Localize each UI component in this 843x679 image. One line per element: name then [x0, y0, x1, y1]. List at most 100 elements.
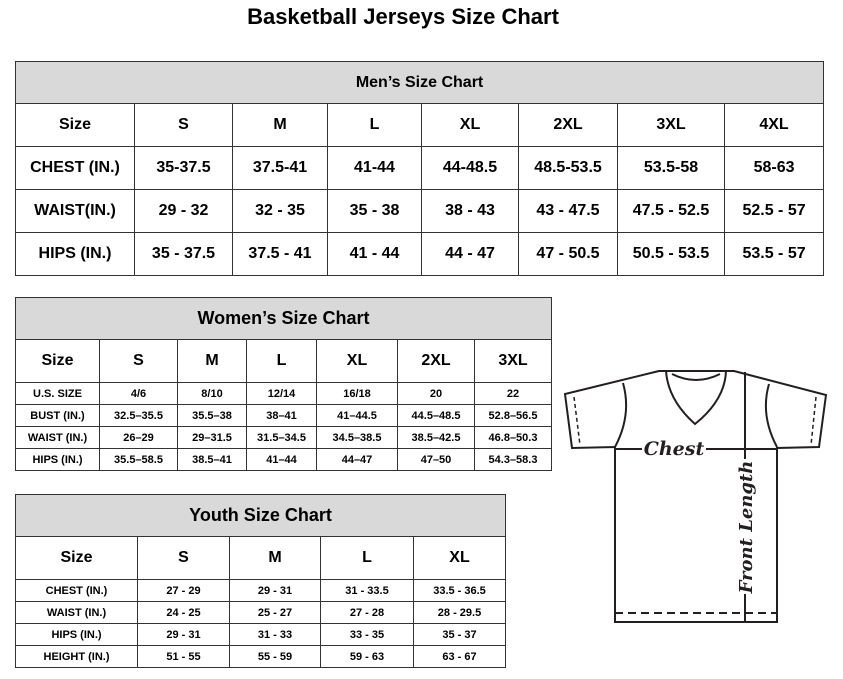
table-cell: 59 - 63 [320, 645, 414, 668]
header-cell: 2XL [518, 103, 618, 147]
table-cell: 37.5 - 41 [232, 232, 328, 276]
table-row: HIPS (IN.) 29 - 31 31 - 33 33 - 35 35 - 37 [15, 623, 507, 646]
table-row: CHEST (IN.) 35-37.5 37.5-41 41-44 44-48.5 48.… [15, 146, 825, 190]
table-cell: 46.8–50.3 [473, 426, 553, 449]
table-cell: 27 - 28 [320, 601, 414, 624]
mens-size-table: Men’s Size Chart Size S M L XL 2XL 3XL 4XL CHES… [14, 61, 825, 276]
table-row: HEIGHT (IN.) 51 - 55 55 - 59 59 - 63 63 - 67 [15, 645, 507, 668]
table-header-row: Size S M L XL 2XL 3XL [15, 339, 553, 383]
table-cell: 31.5–34.5 [246, 426, 317, 449]
table-cell: 47–50 [397, 448, 475, 471]
table-cell: 33 - 35 [320, 623, 414, 646]
table-cell: 27 - 29 [137, 579, 230, 602]
row-label: U.S. SIZE [15, 382, 100, 405]
youth-size-table: Youth Size Chart Size S M L XL CHEST (IN.) 27… [14, 494, 507, 668]
table-cell: 34.5–38.5 [316, 426, 398, 449]
header-cell: XL [316, 339, 398, 383]
header-cell: 2XL [397, 339, 475, 383]
table-cell: 54.3–58.3 [473, 448, 553, 471]
header-cell: M [232, 103, 328, 147]
row-label: HIPS (IN.) [15, 623, 138, 646]
front-length-label: Front Length [736, 461, 757, 595]
row-label: WAIST(IN.) [15, 189, 135, 233]
table-cell: 35-37.5 [134, 146, 233, 190]
row-label: BUST (IN.) [15, 404, 100, 427]
row-label: WAIST (IN.) [15, 601, 138, 624]
table-cell: 35.5–58.5 [99, 448, 178, 471]
table-cell: 29 - 32 [134, 189, 233, 233]
row-label: HIPS (IN.) [15, 232, 135, 276]
header-cell: XL [412, 536, 507, 580]
table-header-row: Size S M L XL 2XL 3XL 4XL [15, 103, 825, 147]
header-cell: Size [15, 339, 100, 383]
row-label: HEIGHT (IN.) [15, 645, 138, 668]
header-cell: L [320, 536, 414, 580]
table-cell: 31 - 33.5 [320, 579, 414, 602]
table-cell: 32.5–35.5 [99, 404, 178, 427]
header-cell: L [327, 103, 422, 147]
table-cell: 33.5 - 36.5 [412, 579, 507, 602]
table-cell: 22 [473, 382, 553, 405]
table-cell: 55 - 59 [229, 645, 321, 668]
row-label: CHEST (IN.) [15, 579, 138, 602]
table-cell: 4/6 [99, 382, 178, 405]
chest-label: Chest [644, 438, 705, 460]
table-cell: 35.5–38 [177, 404, 247, 427]
shirt-outline [563, 370, 828, 623]
table-cell: 28 - 29.5 [412, 601, 507, 624]
table-cell: 53.5-58 [617, 146, 725, 190]
table-cell: 41 - 44 [327, 232, 422, 276]
table-cell: 52.5 - 57 [723, 189, 825, 233]
table-cell: 16/18 [316, 382, 398, 405]
table-cell: 38.5–41 [177, 448, 247, 471]
table-row: U.S. SIZE 4/6 8/10 12/14 16/18 20 22 [15, 382, 553, 405]
womens-size-table: Women’s Size Chart Size S M L XL 2XL 3XL U.S. … [14, 297, 553, 471]
table-cell: 41–44.5 [316, 404, 398, 427]
table-cell: 44.5–48.5 [397, 404, 475, 427]
table-cell: 44-48.5 [421, 146, 519, 190]
table-cell: 44–47 [316, 448, 398, 471]
page-title: Basketball Jerseys Size Chart [247, 4, 559, 29]
table-caption: Men’s Size Chart [14, 61, 825, 104]
header-cell: Size [15, 536, 138, 580]
table-cell: 52.8–56.5 [473, 404, 553, 427]
header-cell: M [229, 536, 321, 580]
table-row: HIPS (IN.) 35 - 37.5 37.5 - 41 41 - 44 44 - … [15, 232, 825, 276]
table-cell: 47 - 50.5 [518, 232, 618, 276]
table-cell: 25 - 27 [229, 601, 321, 624]
table-cell: 29–31.5 [177, 426, 247, 449]
header-cell: S [134, 103, 233, 147]
table-cell: 24 - 25 [137, 601, 230, 624]
table-cell: 51 - 55 [137, 645, 230, 668]
table-cell: 35 - 38 [327, 189, 422, 233]
table-cell: 35 - 37 [412, 623, 507, 646]
table-cell: 8/10 [177, 382, 247, 405]
table-cell: 12/14 [246, 382, 317, 405]
table-cell: 35 - 37.5 [134, 232, 233, 276]
row-label: WAIST (IN.) [15, 426, 100, 449]
table-cell: 41-44 [327, 146, 422, 190]
table-cell: 38 - 43 [421, 189, 519, 233]
header-cell: 3XL [617, 103, 725, 147]
header-cell: S [99, 339, 178, 383]
table-cell: 26–29 [99, 426, 178, 449]
table-row: BUST (IN.) 32.5–35.5 35.5–38 38–41 41–44.5 44… [15, 404, 553, 427]
table-row: WAIST (IN.) 26–29 29–31.5 31.5–34.5 34.5–38.… [15, 426, 553, 449]
table-cell: 37.5-41 [232, 146, 328, 190]
table-cell: 29 - 31 [137, 623, 230, 646]
table-cell: 58-63 [723, 146, 825, 190]
table-row: CHEST (IN.) 27 - 29 29 - 31 31 - 33.5 33.5 -… [15, 579, 507, 602]
row-label: HIPS (IN.) [15, 448, 100, 471]
table-cell: 20 [397, 382, 475, 405]
table-row: WAIST (IN.) 24 - 25 25 - 27 27 - 28 28 - 29.… [15, 601, 507, 624]
table-cell: 32 - 35 [232, 189, 328, 233]
table-caption: Women’s Size Chart [14, 297, 553, 340]
header-cell: M [177, 339, 247, 383]
header-cell: Size [15, 103, 135, 147]
table-row: HIPS (IN.) 35.5–58.5 38.5–41 41–44 44–47 47–5… [15, 448, 553, 471]
table-cell: 31 - 33 [229, 623, 321, 646]
table-cell: 43 - 47.5 [518, 189, 618, 233]
table-row: WAIST(IN.) 29 - 32 32 - 35 35 - 38 38 - 43 43… [15, 189, 825, 233]
table-cell: 47.5 - 52.5 [617, 189, 725, 233]
header-cell: S [137, 536, 230, 580]
